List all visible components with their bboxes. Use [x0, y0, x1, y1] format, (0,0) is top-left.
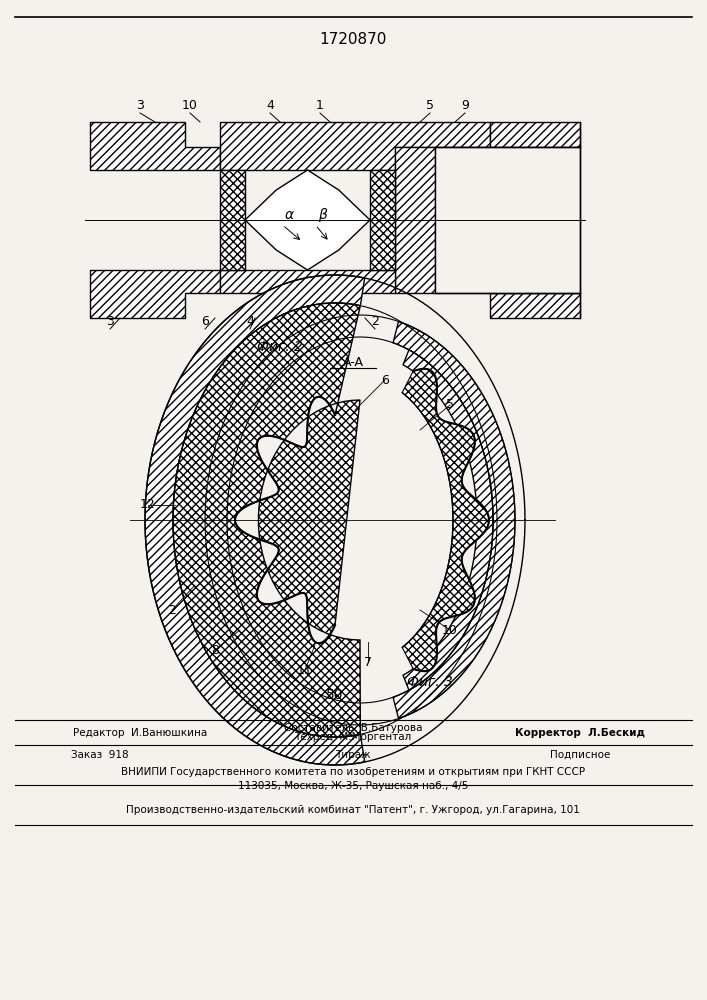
Polygon shape: [220, 170, 245, 270]
Text: 3: 3: [136, 99, 144, 112]
Polygon shape: [490, 293, 580, 318]
Text: β: β: [318, 208, 327, 222]
Text: 1720870: 1720870: [320, 32, 387, 47]
Text: 50: 50: [326, 688, 344, 702]
Text: 6: 6: [381, 373, 389, 386]
Text: Фиг. 2: Фиг. 2: [257, 340, 303, 354]
Text: 4: 4: [266, 99, 274, 112]
Polygon shape: [403, 350, 493, 690]
Text: ВНИИПИ Государственного комитета по изобретениям и открытиям при ГКНТ СССР: ВНИИПИ Государственного комитета по изоб…: [121, 767, 585, 777]
Polygon shape: [245, 170, 370, 270]
Text: Корректор  Л.Бескид: Корректор Л.Бескид: [515, 728, 645, 738]
Text: Фиг. 3: Фиг. 3: [407, 675, 453, 689]
Polygon shape: [370, 170, 395, 270]
Text: 4: 4: [246, 315, 254, 328]
Text: 5: 5: [426, 99, 434, 112]
Text: 7: 7: [364, 656, 372, 668]
Polygon shape: [402, 369, 489, 671]
Polygon shape: [173, 303, 361, 737]
Text: 8: 8: [211, 644, 219, 656]
Text: Техред  М.Моргентал: Техред М.Моргентал: [294, 732, 411, 742]
Text: α: α: [285, 208, 294, 222]
Text: 5: 5: [446, 398, 454, 412]
Polygon shape: [395, 147, 435, 293]
Text: 12: 12: [140, 498, 156, 512]
Text: A-A: A-A: [342, 356, 363, 368]
Text: Редактор  И.Ванюшкина: Редактор И.Ванюшкина: [73, 728, 207, 738]
Text: 10: 10: [182, 99, 198, 112]
Text: Тираж: Тираж: [335, 750, 370, 760]
Text: 6: 6: [201, 315, 209, 328]
Text: Производственно-издательский комбинат "Патент", г. Ужгород, ул.Гагарина, 101: Производственно-издательский комбинат "П…: [126, 805, 580, 815]
Polygon shape: [90, 270, 220, 318]
Text: 9: 9: [461, 99, 469, 112]
Polygon shape: [435, 147, 580, 293]
Text: 1: 1: [316, 99, 324, 112]
Text: 11: 11: [297, 664, 313, 676]
Polygon shape: [490, 122, 580, 147]
Text: 2: 2: [168, 603, 176, 616]
Text: 2: 2: [371, 315, 379, 328]
Polygon shape: [220, 270, 395, 293]
Text: 113035, Москва, Ж-35, Раушская наб., 4/5: 113035, Москва, Ж-35, Раушская наб., 4/5: [238, 781, 468, 791]
Text: 10: 10: [442, 624, 458, 637]
Text: Составитель  В.Батурова: Составитель В.Батурова: [284, 723, 422, 733]
Polygon shape: [145, 275, 365, 765]
Text: Подписное: Подписное: [550, 750, 610, 760]
Polygon shape: [220, 122, 490, 170]
Text: 3: 3: [106, 315, 114, 328]
Polygon shape: [90, 122, 220, 170]
Polygon shape: [393, 321, 515, 719]
Text: Заказ  918: Заказ 918: [71, 750, 129, 760]
